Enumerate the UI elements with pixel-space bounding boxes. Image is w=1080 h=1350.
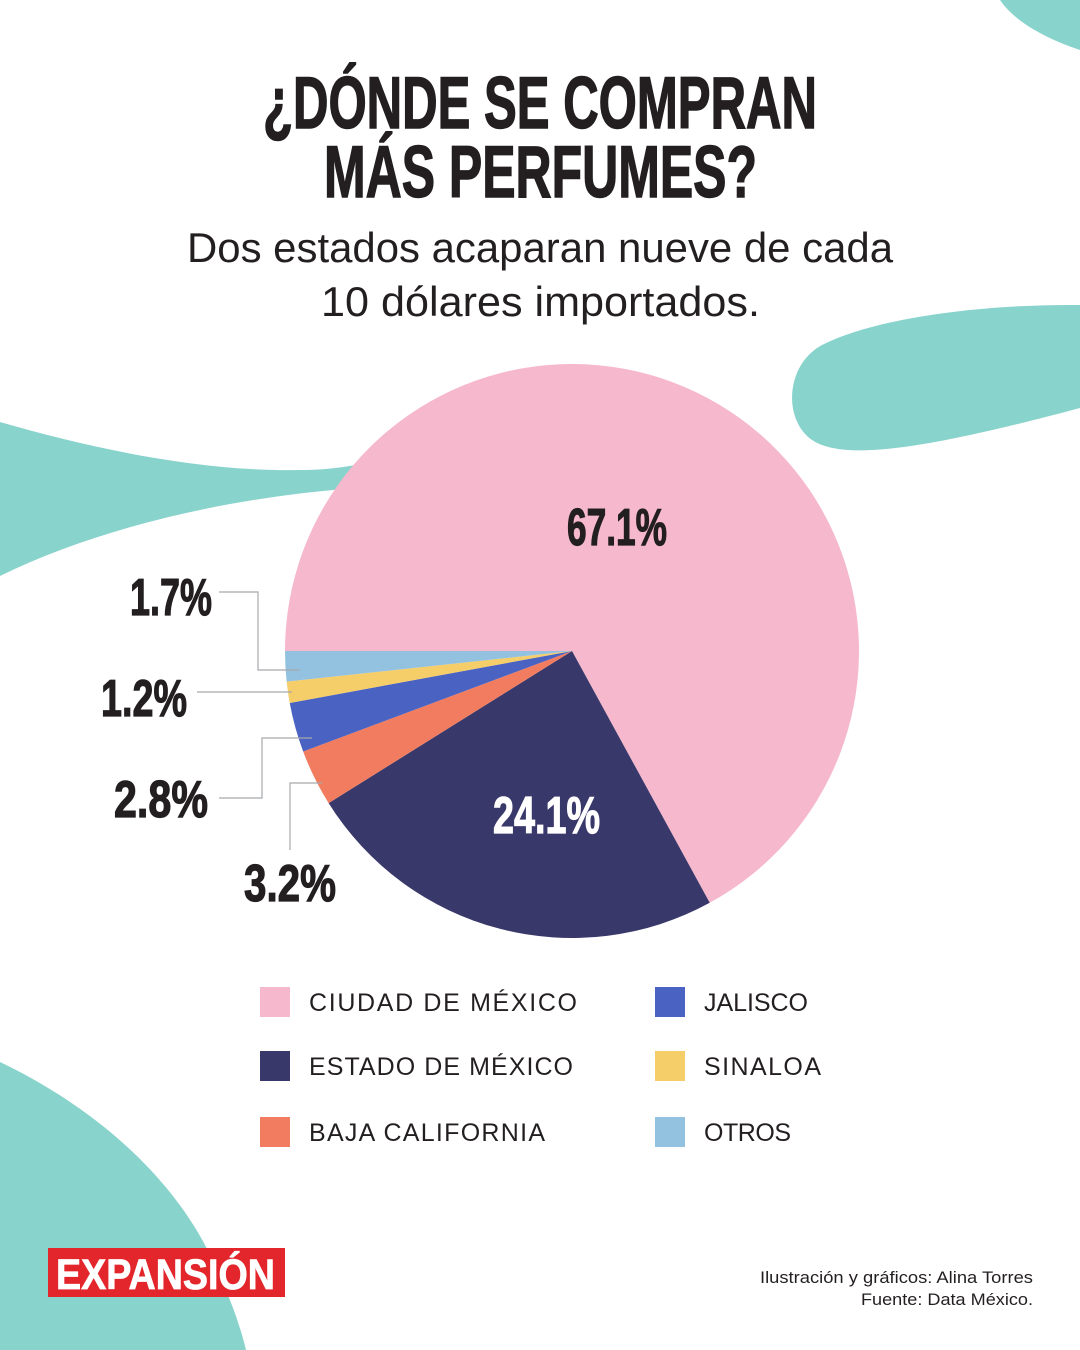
legend-label-ciudad-de-mexico: CIUDAD DE MÉXICO [309,988,577,1017]
legend-item-estado-de-mexico: ESTADO DE MÉXICO [260,1051,573,1081]
data-label-estado-de-mexico: 24.1% [493,787,600,845]
footer-source: Fuente: Data México. [861,1290,1033,1309]
pie-slice-otros [285,651,572,682]
data-labels: 67.1% 24.1% 3.2% 2.8% 1.2% 1.7% [100,498,667,913]
logo-background [48,1248,285,1297]
footer: Ilustración y gráficos: Alina Torres Fue… [760,1268,1033,1309]
subtitle-line-2: 10 dólares importados. [321,278,760,325]
header: ¿DÓNDE SE COMPRAN MÁS PERFUMES? Dos esta… [187,62,894,325]
legend-label-baja-california: BAJA CALIFORNIA [309,1119,545,1147]
legend-label-estado-de-mexico: ESTADO DE MÉXICO [309,1052,573,1081]
data-label-otros: 1.7% [130,569,212,627]
teal-blob-top-right [1000,0,1080,50]
pie-slice-jalisco [289,651,572,752]
legend-item-baja-california: BAJA CALIFORNIA [260,1117,545,1147]
title-line-2: MÁS PERFUMES? [324,132,757,213]
pie-slice-baja-california [303,651,572,804]
legend-label-otros: OTROS [704,1119,791,1147]
legend-label-jalisco: JALISCO [704,989,808,1017]
teal-blob-right [792,304,1080,451]
legend-item-ciudad-de-mexico: CIUDAD DE MÉXICO [260,987,577,1017]
logo-wordmark: EXPANSIÓN [56,1250,275,1299]
legend-item-jalisco: JALISCO [655,987,808,1017]
teal-blob-left [0,422,370,576]
legend: CIUDAD DE MÉXICO ESTADO DE MÉXICO BAJA C… [260,987,821,1147]
data-label-ciudad-de-mexico: 67.1% [567,499,667,557]
legend-swatch-ciudad-de-mexico [260,987,290,1017]
legend-item-sinaloa: SINALOA [655,1051,821,1081]
legend-item-otros: OTROS [655,1117,791,1147]
data-label-jalisco: 2.8% [114,771,208,829]
expansion-logo: EXPANSIÓN [48,1248,285,1299]
legend-label-sinaloa: SINALOA [704,1053,821,1081]
data-label-baja-california: 3.2% [244,855,336,913]
leader-lines [197,591,322,850]
pie-slice-estado-de-mexico [328,651,710,939]
legend-swatch-estado-de-mexico [260,1051,290,1081]
pie-chart [285,364,859,939]
legend-swatch-sinaloa [655,1051,685,1081]
leader-line-baja-california [289,782,322,850]
legend-swatch-jalisco [655,987,685,1017]
subtitle-line-1: Dos estados acaparan nueve de cada [187,224,894,271]
leader-line-otros [219,591,300,671]
data-label-sinaloa: 1.2% [101,670,187,728]
pie-slice-ciudad-de-mexico [285,364,859,903]
title-line-1: ¿DÓNDE SE COMPRAN [263,63,817,144]
legend-swatch-otros [655,1117,685,1147]
leader-line-jalisco [219,737,312,799]
teal-blob-bottom-left [0,1062,246,1350]
footer-credit: Ilustración y gráficos: Alina Torres [760,1268,1033,1287]
legend-swatch-baja-california [260,1117,290,1147]
pie-slice-sinaloa [286,651,572,703]
